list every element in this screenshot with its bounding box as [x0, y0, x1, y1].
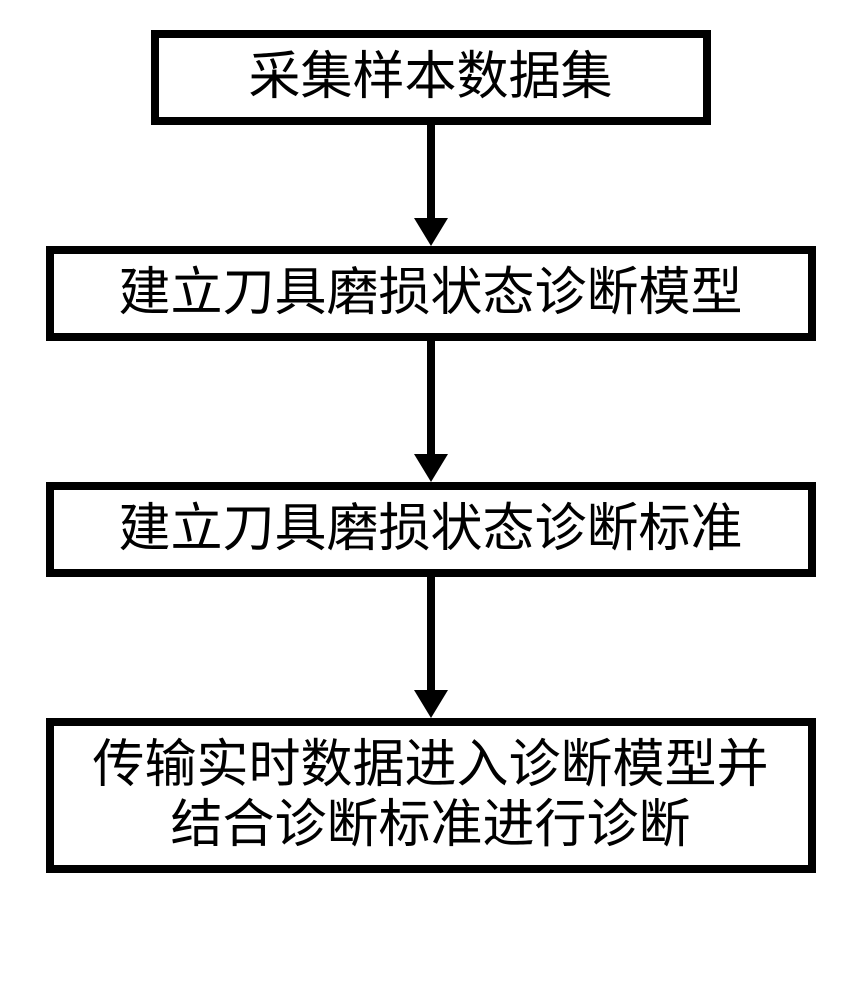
flowchart-node-1: 采集样本数据集 [151, 30, 711, 125]
flowchart-arrow-3 [414, 577, 448, 718]
arrow-head-icon [414, 690, 448, 718]
node-2-text: 建立刀具磨损状态诊断模型 [118, 264, 742, 324]
arrow-line [427, 341, 435, 456]
flowchart-node-4: 传输实时数据进入诊断模型并结合诊断标准进行诊断 [46, 718, 816, 873]
node-3-text: 建立刀具磨损状态诊断标准 [118, 500, 742, 560]
flowchart-arrow-1 [414, 125, 448, 246]
flowchart-node-2: 建立刀具磨损状态诊断模型 [46, 246, 816, 341]
node-1-text: 采集样本数据集 [248, 48, 612, 108]
node-4-text: 传输实时数据进入诊断模型并结合诊断标准进行诊断 [74, 736, 788, 856]
flowchart-node-3: 建立刀具磨损状态诊断标准 [46, 482, 816, 577]
flowchart-container: 采集样本数据集 建立刀具磨损状态诊断模型 建立刀具磨损状态诊断标准 传输实时数据… [0, 30, 861, 873]
flowchart-arrow-2 [414, 341, 448, 482]
arrow-head-icon [414, 454, 448, 482]
arrow-head-icon [414, 218, 448, 246]
arrow-line [427, 125, 435, 220]
arrow-line [427, 577, 435, 692]
